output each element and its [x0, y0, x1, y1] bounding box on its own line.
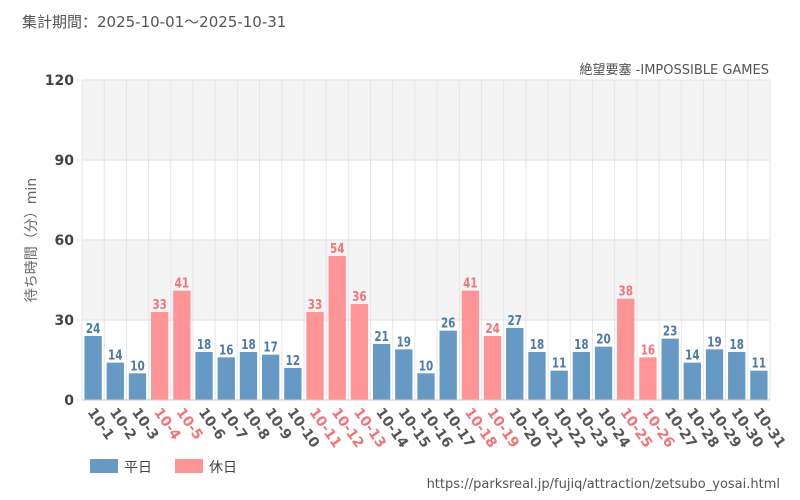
data-label-10-19: 24 — [485, 321, 499, 336]
bar-10-8 — [239, 352, 258, 400]
data-label-10-16: 10 — [419, 358, 433, 373]
bar-10-28 — [683, 362, 701, 400]
bar-10-22 — [550, 370, 568, 400]
bar-10-11 — [306, 312, 324, 400]
bar-10-27 — [661, 338, 679, 400]
data-label-10-8: 18 — [241, 337, 255, 352]
bar-10-17 — [439, 330, 457, 400]
data-label-10-12: 54 — [330, 241, 344, 256]
data-label-10-31: 11 — [752, 356, 766, 371]
bar-10-18 — [461, 290, 480, 400]
bar-10-29 — [705, 349, 724, 400]
plot-area: 0 30 60 90 120 待ち時間（分）min 24 14 10 33 41 18 16 18 17 12… — [24, 73, 788, 451]
bar-10-15 — [395, 349, 413, 400]
bar-10-14 — [372, 344, 391, 400]
data-label-10-17: 26 — [441, 316, 455, 331]
bar-10-16 — [417, 373, 435, 400]
data-label-10-7: 16 — [219, 342, 233, 357]
data-label-10-4: 33 — [152, 297, 166, 312]
bar-10-3 — [128, 373, 147, 400]
data-label-10-25: 38 — [619, 284, 633, 299]
data-label-10-27: 23 — [663, 324, 677, 339]
y-tick-label: 60 — [55, 233, 75, 249]
data-label-10-20: 27 — [508, 313, 522, 328]
bar-10-20 — [506, 328, 524, 400]
bar-10-1 — [84, 336, 102, 400]
bar-10-19 — [483, 336, 502, 400]
bar-10-13 — [350, 304, 369, 400]
data-label-10-21: 18 — [530, 337, 544, 352]
y-tick-label: 120 — [45, 73, 74, 89]
y-axis-label: 待ち時間（分）min — [24, 178, 40, 302]
bar-10-23 — [572, 352, 591, 400]
source-url: https://parksreal.jp/fujiq/attraction/ze… — [427, 477, 780, 492]
data-label-10-2: 14 — [108, 348, 122, 363]
legend-holiday-label: 休日 — [209, 460, 237, 476]
bar-10-25 — [617, 298, 635, 400]
data-label-10-15: 19 — [397, 334, 411, 349]
data-label-10-3: 10 — [130, 358, 144, 373]
bar-10-31 — [750, 370, 768, 400]
bar-10-9 — [261, 354, 280, 400]
bar-10-4 — [151, 312, 169, 400]
data-label-10-22: 11 — [552, 356, 566, 371]
data-label-10-6: 18 — [197, 337, 211, 352]
data-label-10-23: 18 — [574, 337, 588, 352]
bar-10-7 — [217, 357, 235, 400]
data-label-10-9: 17 — [263, 340, 277, 355]
bar-10-30 — [728, 352, 746, 400]
data-label-10-5: 41 — [175, 276, 189, 291]
legend: 平日 休日 — [90, 459, 237, 476]
grid-band — [82, 80, 770, 160]
attraction-subtitle: 絶望要塞 -IMPOSSIBLE GAMES — [580, 62, 769, 78]
legend-weekday-swatch — [90, 459, 118, 473]
legend-holiday-swatch — [175, 459, 203, 473]
bar-10-2 — [106, 362, 124, 400]
data-label-10-14: 21 — [374, 329, 388, 344]
bar-10-5 — [173, 290, 191, 400]
data-label-10-29: 19 — [707, 334, 721, 349]
legend-weekday-label: 平日 — [124, 460, 152, 476]
data-label-10-28: 14 — [685, 348, 699, 363]
bars: 24 14 10 33 41 18 16 18 17 12 33 54 36 21 19 10 26 41 24 27… — [84, 241, 768, 400]
data-label-10-30: 18 — [729, 337, 743, 352]
data-label-10-13: 36 — [352, 289, 366, 304]
bar-10-6 — [195, 352, 213, 400]
data-label-10-11: 33 — [308, 297, 322, 312]
y-tick-label: 30 — [55, 313, 75, 329]
grid-band — [82, 240, 770, 320]
bar-10-24 — [594, 346, 613, 400]
bar-10-21 — [528, 352, 546, 400]
bar-10-26 — [639, 357, 657, 400]
data-label-10-24: 20 — [596, 332, 610, 347]
y-tick-label: 90 — [55, 153, 75, 169]
data-label-10-26: 16 — [641, 342, 655, 357]
bar-10-12 — [328, 256, 346, 400]
y-tick-label: 0 — [64, 393, 74, 409]
data-label-10-1: 24 — [86, 321, 100, 336]
data-label-10-10: 12 — [286, 353, 300, 368]
bar-10-10 — [284, 368, 302, 400]
background-bands — [82, 80, 770, 320]
period-label: 集計期間：2025-10-01～2025-10-31 — [22, 13, 286, 31]
data-label-10-18: 41 — [463, 276, 477, 291]
